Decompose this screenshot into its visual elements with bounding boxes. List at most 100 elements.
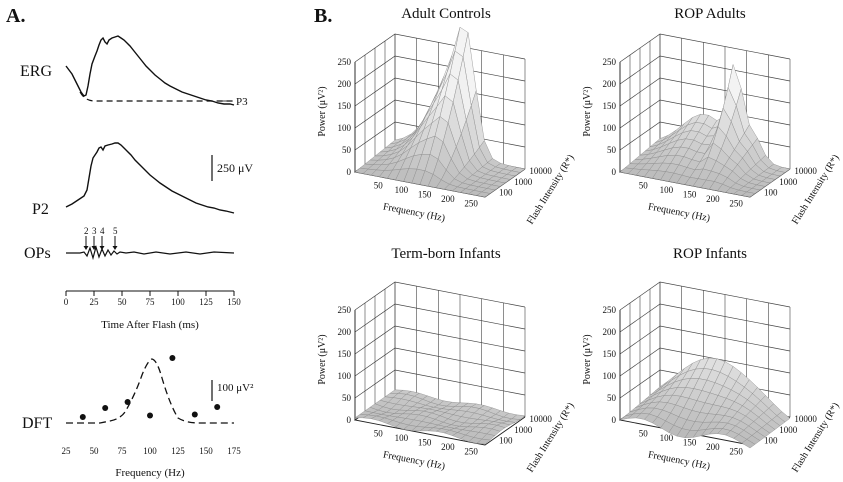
x-tick-label: 50 — [374, 180, 384, 190]
grid-line — [619, 55, 791, 85]
grid-line — [619, 325, 791, 355]
y-tick-label: 10000 — [529, 166, 552, 176]
dft-point — [124, 399, 131, 405]
x-axis-label: Frequency (Hz) — [382, 449, 446, 472]
z-tick-label: 0 — [347, 415, 352, 425]
ops-label: OPs — [24, 245, 51, 262]
time-tick-label: 50 — [118, 297, 128, 307]
x-tick-label: 100 — [660, 185, 674, 195]
y-tick-label: 10000 — [794, 414, 817, 424]
y-tick-label: 100 — [764, 435, 778, 445]
z-tick-label: 250 — [338, 305, 352, 315]
grid-line — [619, 281, 791, 311]
surface-plot-3: Term-born Infants 0 50 100 150 200 250 Power (μ… — [317, 246, 577, 475]
y-tick-label: 10000 — [529, 414, 552, 424]
dft-point — [79, 414, 86, 420]
ops-trace — [66, 244, 235, 261]
y-tick-label: 100 — [499, 435, 513, 445]
freq-tick-label: 50 — [90, 446, 100, 456]
grid-line — [354, 325, 526, 355]
freq-tick-label: 75 — [118, 446, 128, 456]
z-axis-label: Power (μV²) — [317, 334, 328, 384]
time-tick-label: 25 — [90, 297, 100, 307]
z-tick-label: 50 — [607, 393, 617, 403]
y-axis-label: Flash Intensity (R*) — [525, 153, 577, 227]
surface-plot-1: Adult Controls 0 50 100 150 200 250 Power (μV²)… — [317, 6, 577, 227]
y-axis-label: Flash Intensity (R*) — [790, 401, 842, 475]
x-tick-label: 250 — [729, 198, 743, 208]
op-marker-2: 2 — [84, 226, 89, 236]
surface-plot-2: ROP Adults 0 50 100 150 200 250 Power (μV²) 50 10… — [582, 6, 842, 227]
surface-patch — [476, 438, 491, 445]
grid-line — [354, 369, 526, 399]
grid-line — [354, 55, 526, 85]
x-axis-label: Frequency (Hz) — [647, 449, 711, 472]
p3-label: P3 — [236, 96, 248, 108]
x-axis-label: Frequency (Hz) — [647, 201, 711, 224]
z-tick-label: 200 — [603, 79, 617, 89]
grid-line — [619, 303, 791, 333]
dft-label: DFT — [22, 415, 52, 432]
dft-fit-curve — [66, 358, 234, 424]
z-tick-label: 100 — [603, 123, 617, 133]
x-tick-label: 50 — [639, 180, 649, 190]
z-tick-label: 50 — [342, 393, 352, 403]
x-tick-label: 250 — [464, 198, 478, 208]
surface-plot-title: Term-born Infants — [391, 246, 500, 262]
surface-patch — [741, 191, 756, 198]
dft-point — [102, 405, 109, 411]
op-marker-5: 5 — [113, 226, 118, 236]
surface-patch — [741, 439, 756, 449]
x-tick-label: 150 — [418, 189, 432, 199]
time-tick-label: 100 — [171, 297, 185, 307]
freq-axis-label: Frequency (Hz) — [115, 467, 185, 479]
freq-tick-label: 100 — [143, 446, 157, 456]
erg-trace — [65, 35, 235, 106]
surface-patch — [476, 191, 491, 198]
y-tick-label: 1000 — [779, 177, 798, 187]
z-axis-label: Power (μV²) — [582, 334, 593, 384]
p3-trace — [79, 91, 234, 102]
time-tick-label: 75 — [146, 297, 156, 307]
z-tick-label: 0 — [347, 167, 352, 177]
z-tick-label: 150 — [603, 349, 617, 359]
x-tick-label: 150 — [683, 437, 697, 447]
op-markers: 2 3 4 5 — [83, 226, 118, 250]
x-tick-label: 150 — [683, 189, 697, 199]
z-tick-label: 0 — [612, 415, 617, 425]
z-tick-label: 150 — [338, 101, 352, 111]
time-tick-label: 0 — [64, 297, 69, 307]
p2-label: P2 — [32, 201, 49, 218]
z-tick-label: 100 — [338, 123, 352, 133]
scale-bar-uv-label: 250 μV — [217, 161, 253, 175]
time-tick-label: 150 — [227, 297, 241, 307]
x-tick-label: 100 — [660, 433, 674, 443]
p2-trace — [65, 142, 235, 214]
y-tick-label: 100 — [499, 187, 513, 197]
z-axis-label: Power (μV²) — [317, 86, 328, 136]
z-tick-label: 250 — [603, 57, 617, 67]
x-tick-label: 100 — [395, 185, 409, 195]
scale-bar-power-label: 100 μV² — [217, 382, 254, 394]
z-tick-label: 200 — [338, 327, 352, 337]
z-axis-label: Power (μV²) — [582, 86, 593, 136]
dft-plot — [66, 355, 234, 424]
freq-tick-label: 125 — [171, 446, 185, 456]
z-tick-label: 100 — [338, 371, 352, 381]
z-tick-label: 150 — [338, 349, 352, 359]
x-tick-label: 200 — [706, 442, 720, 452]
y-tick-label: 10000 — [794, 166, 817, 176]
z-tick-label: 0 — [612, 167, 617, 177]
grid-line — [354, 347, 526, 377]
x-tick-label: 200 — [706, 194, 720, 204]
panel-a-label: A. — [6, 5, 25, 27]
x-tick-label: 50 — [639, 428, 649, 438]
grid-line — [354, 303, 526, 333]
z-tick-label: 200 — [338, 79, 352, 89]
time-axis-label: Time After Flash (ms) — [101, 319, 199, 331]
y-tick-label: 100 — [764, 187, 778, 197]
x-tick-label: 200 — [441, 194, 455, 204]
z-tick-label: 100 — [603, 371, 617, 381]
freq-tick-label: 175 — [227, 446, 241, 456]
